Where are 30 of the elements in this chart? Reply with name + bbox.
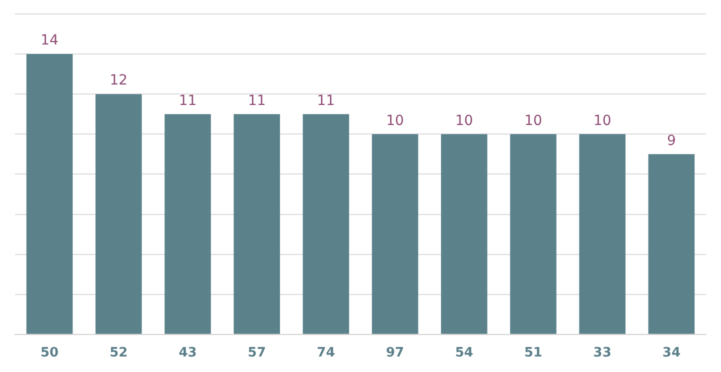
bar [372, 134, 418, 334]
bar [234, 114, 280, 334]
x-tick-label: 54 [455, 346, 474, 361]
x-tick-label: 52 [110, 346, 128, 361]
x-tick-label: 74 [316, 346, 335, 361]
bar [164, 114, 211, 334]
data-label: 12 [110, 72, 128, 89]
x-tick-label: 57 [248, 346, 266, 361]
x-tick-label: 97 [386, 346, 404, 361]
x-tick-label: 34 [662, 346, 680, 361]
data-label: 11 [178, 92, 197, 109]
data-label: 14 [40, 32, 59, 49]
bar [579, 134, 626, 334]
x-tick-label: 43 [178, 346, 197, 361]
x-tick-label: 51 [524, 346, 542, 361]
x-tick-label: 50 [40, 346, 59, 361]
data-label: 10 [524, 112, 542, 129]
x-tick-label: 33 [593, 346, 612, 361]
bar [302, 114, 350, 334]
bar [648, 154, 695, 334]
data-label: 10 [386, 112, 404, 129]
bar [96, 94, 142, 334]
data-label: 11 [317, 92, 335, 109]
data-label: 10 [593, 112, 612, 129]
data-label: 10 [455, 112, 474, 129]
bar [26, 54, 73, 334]
bar [510, 134, 556, 334]
data-label: 9 [666, 132, 676, 149]
data-label: 11 [248, 92, 266, 109]
bar [441, 134, 488, 334]
